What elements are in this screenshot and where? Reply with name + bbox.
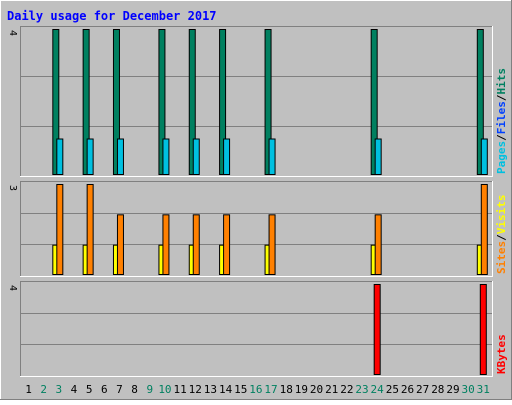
panel-visits-sites: 3 Sites/Visits: [7, 181, 508, 277]
bar-sites-day-3: [56, 184, 64, 275]
legend-entry-visits: Visits: [495, 195, 508, 235]
panel-legend: KBytes: [495, 334, 508, 374]
legend-entry-pages: Pages: [495, 141, 508, 174]
bar-hits-day-14: [219, 29, 227, 175]
x-tick-label-day-28: 28: [431, 383, 444, 396]
bar-files-day-5: [86, 138, 94, 175]
bar-sites-day-5: [86, 184, 94, 275]
bar-kbytes-day-24: [373, 284, 381, 375]
x-axis-labels: 1 2 3 4 5 6 7 8 9 10 11 12 13 14 15 16 17 18 19 20 21 22 23 24 2…: [25, 383, 490, 396]
bar-files-day-31: [480, 138, 488, 175]
x-tick-label-day-17: 17: [264, 383, 277, 396]
legend-entry-kbytes: KBytes: [495, 334, 508, 374]
panel-ymax-label: 4: [7, 30, 18, 36]
bar-sites-day-17: [268, 214, 276, 275]
bar-files-day-3: [56, 138, 64, 175]
x-tick-label-day-5: 5: [86, 383, 93, 396]
bar-files-day-14: [223, 138, 231, 175]
bar-sites-day-7: [116, 214, 124, 275]
bar-hits-day-7: [112, 29, 120, 175]
bar-hits-day-31: [476, 29, 484, 175]
bar-files-day-7: [116, 138, 124, 175]
bar-files-day-12: [192, 138, 200, 175]
x-tick-label-day-8: 8: [131, 383, 138, 396]
x-tick-label-day-21: 21: [325, 383, 338, 396]
bar-hits-day-12: [188, 29, 196, 175]
x-tick-label-day-19: 19: [295, 383, 308, 396]
x-tick-label-day-11: 11: [173, 383, 186, 396]
panel-plot-area: [20, 26, 492, 176]
x-tick-label-day-30: 30: [462, 383, 475, 396]
x-tick-label-day-9: 9: [146, 383, 153, 396]
x-tick-label-day-3: 3: [56, 383, 63, 396]
panel-ymax-label: 3: [7, 185, 18, 191]
legend-entry-files: Files: [495, 101, 508, 134]
chart-title: Daily usage for December 2017: [7, 9, 217, 23]
x-tick-label-day-6: 6: [101, 383, 108, 396]
series-hits: [52, 29, 484, 175]
bar-hits-day-3: [52, 29, 60, 175]
series-files: [56, 138, 488, 175]
panel-kbytes: 4 KBytes: [7, 281, 508, 377]
legend-entry-sites: Sites: [495, 241, 508, 274]
x-tick-label-day-29: 29: [446, 383, 459, 396]
bar-sites-day-12: [192, 214, 200, 275]
series-kbytes: [373, 284, 487, 375]
x-tick-label-day-18: 18: [280, 383, 293, 396]
panel-plot-area: [20, 281, 492, 376]
legend-separator: /: [495, 234, 508, 241]
x-tick-label-day-25: 25: [386, 383, 399, 396]
x-tick-label-day-15: 15: [234, 383, 247, 396]
x-tick-label-day-23: 23: [355, 383, 368, 396]
series-sites: [56, 184, 488, 275]
x-tick-label-day-14: 14: [219, 383, 233, 396]
legend-entry-hits: Hits: [495, 68, 508, 95]
x-tick-label-day-16: 16: [249, 383, 262, 396]
bar-files-day-17: [268, 138, 276, 175]
x-tick-label-day-2: 2: [40, 383, 47, 396]
x-tick-label-day-24: 24: [371, 383, 385, 396]
bar-sites-day-24: [374, 214, 382, 275]
bar-hits-day-5: [82, 29, 90, 175]
x-tick-label-day-20: 20: [310, 383, 323, 396]
x-tick-label-day-26: 26: [401, 383, 414, 396]
x-tick-label-day-12: 12: [189, 383, 202, 396]
x-tick-label-day-31: 31: [477, 383, 490, 396]
bar-kbytes-day-31: [479, 284, 487, 375]
panel-legend: Sites/Visits: [495, 195, 508, 275]
x-tick-label-day-27: 27: [416, 383, 429, 396]
bar-sites-day-14: [223, 214, 231, 275]
panel-plot-area: [20, 181, 492, 276]
x-tick-label-day-7: 7: [116, 383, 123, 396]
bar-hits-day-24: [370, 29, 378, 175]
bar-sites-day-10: [162, 214, 170, 275]
bar-files-day-24: [374, 138, 382, 175]
bar-sites-day-31: [480, 184, 488, 275]
x-tick-label-day-1: 1: [25, 383, 32, 396]
x-tick-label-day-22: 22: [340, 383, 353, 396]
legend-separator: /: [495, 134, 508, 141]
bar-hits-day-10: [158, 29, 166, 175]
panel-legend: Pages/Files/Hits: [495, 68, 508, 174]
bar-files-day-10: [162, 138, 170, 175]
x-tick-label-day-4: 4: [71, 383, 78, 396]
bar-hits-day-17: [264, 29, 272, 175]
x-tick-label-day-10: 10: [158, 383, 171, 396]
legend-separator: /: [495, 94, 508, 101]
x-tick-label-day-13: 13: [204, 383, 217, 396]
panel-ymax-label: 4: [7, 285, 18, 291]
